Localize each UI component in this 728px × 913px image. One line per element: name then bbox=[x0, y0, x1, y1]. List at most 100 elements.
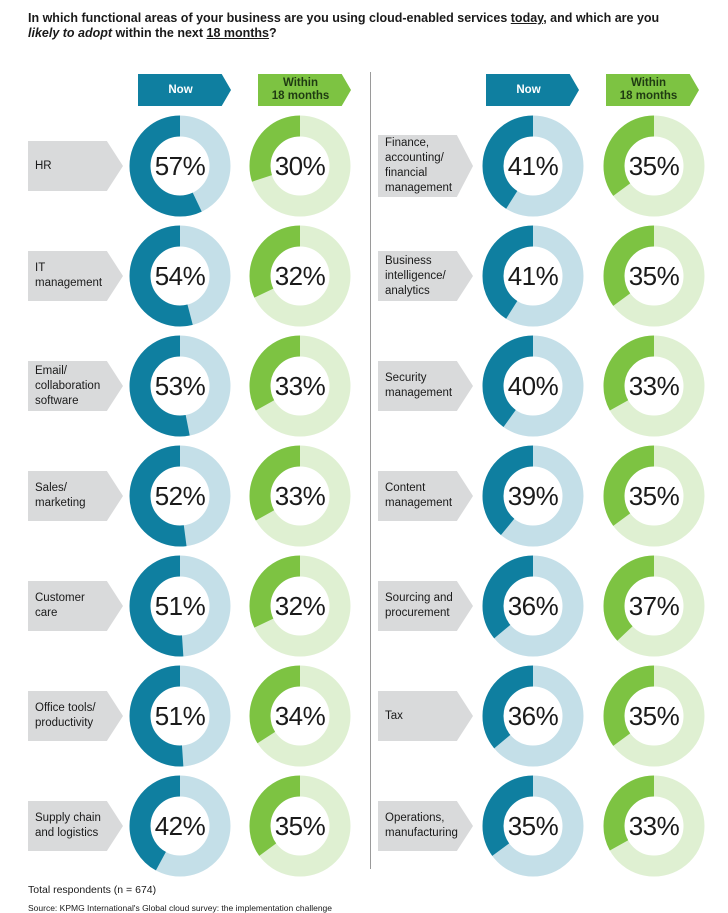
donut-within-left-1: 32% bbox=[249, 225, 351, 327]
donut-within-left-1-value: 32% bbox=[274, 260, 326, 291]
row-label-left-0: HR bbox=[28, 141, 123, 191]
donut-now-right-6: 35% bbox=[482, 775, 584, 877]
donut-within-left-3-value: 33% bbox=[274, 480, 326, 511]
donut-now-right-4: 36% bbox=[482, 555, 584, 657]
header-now-left: Now bbox=[138, 74, 231, 106]
donut-now-left-2-arc bbox=[129, 335, 231, 437]
donut-within-right-0-arc bbox=[603, 115, 705, 217]
chart-title: In which functional areas of your busine… bbox=[28, 11, 660, 40]
donut-within-left-6: 35% bbox=[249, 775, 351, 877]
donut-within-left-0-value: 30% bbox=[274, 150, 326, 181]
donut-within-left-3: 33% bbox=[249, 445, 351, 547]
donut-now-left-6-arc bbox=[129, 775, 231, 877]
donut-now-left-6: 42% bbox=[129, 775, 231, 877]
donut-within-left-2-value: 33% bbox=[274, 370, 326, 401]
donut-within-left-4-value: 32% bbox=[274, 590, 326, 621]
donut-within-right-3-arc bbox=[603, 445, 705, 547]
row-label-right-6: Operations, manufacturing bbox=[378, 801, 473, 851]
donut-now-left-5-value: 51% bbox=[154, 700, 206, 731]
donut-within-left-6-value: 35% bbox=[274, 810, 326, 841]
donut-now-right-5-value: 36% bbox=[507, 700, 559, 731]
donut-now-left-2: 53% bbox=[129, 335, 231, 437]
row-label-left-4: Customer care bbox=[28, 581, 123, 631]
donut-now-left-4-value: 51% bbox=[154, 590, 206, 621]
donut-within-left-5-arc bbox=[249, 665, 351, 767]
donut-within-right-0-value: 35% bbox=[628, 150, 680, 181]
header-within-left: Within 18 months bbox=[258, 74, 351, 106]
donut-now-right-1-value: 41% bbox=[507, 260, 559, 291]
donut-within-right-2-arc bbox=[603, 335, 705, 437]
donut-within-left-2: 33% bbox=[249, 335, 351, 437]
donut-now-right-3: 39% bbox=[482, 445, 584, 547]
row-label-right-0: Finance, accounting/ financial managemen… bbox=[378, 135, 473, 197]
donut-within-right-5: 35% bbox=[603, 665, 705, 767]
donut-now-right-1: 41% bbox=[482, 225, 584, 327]
donut-now-right-0-value: 41% bbox=[507, 150, 559, 181]
donut-now-right-6-arc bbox=[482, 775, 584, 877]
donut-within-left-2-arc bbox=[249, 335, 351, 437]
row-label-right-5: Tax bbox=[378, 691, 473, 741]
donut-within-right-0: 35% bbox=[603, 115, 705, 217]
donut-now-right-4-arc bbox=[482, 555, 584, 657]
donut-within-right-4: 37% bbox=[603, 555, 705, 657]
row-label-left-2: Email/ collaboration software bbox=[28, 361, 123, 411]
donut-now-left-6-value: 42% bbox=[154, 810, 206, 841]
donut-within-right-5-arc bbox=[603, 665, 705, 767]
donut-now-left-0-arc bbox=[129, 115, 231, 217]
row-label-right-1: Business intelligence/ analytics bbox=[378, 251, 473, 301]
donut-within-left-5: 34% bbox=[249, 665, 351, 767]
donut-within-left-0: 30% bbox=[249, 115, 351, 217]
donut-now-left-5: 51% bbox=[129, 665, 231, 767]
donut-within-left-5-value: 34% bbox=[274, 700, 326, 731]
column-divider bbox=[370, 72, 371, 869]
donut-now-left-1-value: 54% bbox=[154, 260, 206, 291]
donut-within-right-4-value: 37% bbox=[628, 590, 680, 621]
donut-now-right-5-arc bbox=[482, 665, 584, 767]
source-note: Source: KPMG International's Global clou… bbox=[28, 903, 333, 913]
donut-within-right-1: 35% bbox=[603, 225, 705, 327]
donut-within-left-6-arc bbox=[249, 775, 351, 877]
header-within-right: Within 18 months bbox=[606, 74, 699, 106]
row-label-left-1: IT management bbox=[28, 251, 123, 301]
donut-within-right-6-arc bbox=[603, 775, 705, 877]
donut-now-right-2-arc bbox=[482, 335, 584, 437]
donut-now-right-2-value: 40% bbox=[507, 370, 559, 401]
donut-now-right-0: 41% bbox=[482, 115, 584, 217]
respondents-note: Total respondents (n = 674) bbox=[28, 884, 157, 896]
donut-within-left-4-arc bbox=[249, 555, 351, 657]
donut-within-right-4-arc bbox=[603, 555, 705, 657]
donut-within-right-6-value: 33% bbox=[628, 810, 680, 841]
row-label-right-2: Security management bbox=[378, 361, 473, 411]
donut-now-left-3-value: 52% bbox=[154, 480, 206, 511]
donut-now-right-4-value: 36% bbox=[507, 590, 559, 621]
donut-now-left-2-value: 53% bbox=[154, 370, 206, 401]
donut-within-left-4: 32% bbox=[249, 555, 351, 657]
row-label-right-3: Content management bbox=[378, 471, 473, 521]
donut-within-left-0-arc bbox=[249, 115, 351, 217]
donut-now-left-1: 54% bbox=[129, 225, 231, 327]
donut-within-right-1-arc bbox=[603, 225, 705, 327]
donut-now-right-0-arc bbox=[482, 115, 584, 217]
donut-now-left-4-arc bbox=[129, 555, 231, 657]
donut-within-right-3: 35% bbox=[603, 445, 705, 547]
header-now-right: Now bbox=[486, 74, 579, 106]
donut-now-right-1-arc bbox=[482, 225, 584, 327]
donut-now-left-4: 51% bbox=[129, 555, 231, 657]
donut-now-right-6-value: 35% bbox=[507, 810, 559, 841]
donut-within-right-6: 33% bbox=[603, 775, 705, 877]
donut-within-right-1-value: 35% bbox=[628, 260, 680, 291]
donut-now-left-3-arc bbox=[129, 445, 231, 547]
donut-now-left-3: 52% bbox=[129, 445, 231, 547]
donut-within-right-5-value: 35% bbox=[628, 700, 680, 731]
row-label-right-4: Sourcing and procurement bbox=[378, 581, 473, 631]
donut-within-left-1-arc bbox=[249, 225, 351, 327]
donut-now-right-5: 36% bbox=[482, 665, 584, 767]
donut-now-left-0-value: 57% bbox=[154, 150, 206, 181]
donut-now-right-2: 40% bbox=[482, 335, 584, 437]
row-label-left-6: Supply chain and logistics bbox=[28, 801, 123, 851]
donut-now-right-3-arc bbox=[482, 445, 584, 547]
row-label-left-5: Office tools/ productivity bbox=[28, 691, 123, 741]
donut-now-left-1-arc bbox=[129, 225, 231, 327]
donut-now-left-5-arc bbox=[129, 665, 231, 767]
donut-within-left-3-arc bbox=[249, 445, 351, 547]
